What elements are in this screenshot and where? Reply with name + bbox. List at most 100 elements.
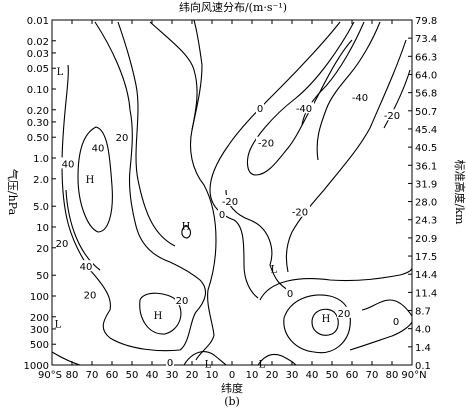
y-tick-label-right: 24.3 xyxy=(415,216,437,227)
contour-label: 0 xyxy=(219,210,225,221)
x-tick-label: 90°S xyxy=(38,370,62,381)
contour-lines xyxy=(51,19,413,366)
y-tick-label-left: 0.02 xyxy=(27,37,49,48)
contour-label-bg xyxy=(290,205,310,217)
x-tick-label: 0 xyxy=(229,370,235,381)
contour-label: 0 xyxy=(167,358,173,369)
contour-label-bg xyxy=(166,355,174,367)
contour-label: 20 xyxy=(116,133,129,144)
contour-label-bg xyxy=(218,208,226,220)
contour-label-bg xyxy=(115,131,129,143)
x-tick-label: 70 xyxy=(86,370,99,381)
y-tick-label-left: 100 xyxy=(30,292,49,303)
y-tick-label-right: 4.0 xyxy=(415,325,431,336)
contour-label: -40 xyxy=(352,93,368,104)
y-tick-label-left: 500 xyxy=(30,340,49,351)
contour-line-sh-zero xyxy=(149,21,217,361)
contour-line-sh-upper-20 xyxy=(117,21,176,247)
contour-label-bg xyxy=(91,141,105,153)
x-tick-label: 10 xyxy=(246,370,259,381)
contour-label-bg xyxy=(294,102,314,114)
y-tick-label-right: 36.1 xyxy=(415,161,437,172)
contour-label: -20 xyxy=(222,197,238,208)
contour-line-nh-lower-20 xyxy=(361,299,413,317)
y-tick-label-left: 50 xyxy=(36,271,49,282)
contour-line-upper-zero xyxy=(191,19,203,131)
y-tick-label-right: 17.5 xyxy=(415,252,437,263)
extrema-markers: H H H H L L L L L xyxy=(55,67,331,370)
contour-label: 40 xyxy=(92,143,105,154)
x-tick-label: 60 xyxy=(346,370,359,381)
x-tick-label: 20 xyxy=(186,370,199,381)
y-tick-label-left: 20 xyxy=(36,244,49,255)
contour-label-bg xyxy=(337,306,351,318)
x-tick-label: 40 xyxy=(306,370,319,381)
y-tick-label-left: 0.20 xyxy=(27,106,49,117)
x-tick-label: 80 xyxy=(386,370,399,381)
contour-label: 0 xyxy=(287,289,293,300)
contour-label: 20 xyxy=(84,290,97,301)
y-tick-label-left: 0.03 xyxy=(27,49,49,60)
y-tick-label-right: 8.7 xyxy=(415,307,431,318)
y-axis-label-left: 气压/hPa xyxy=(6,169,20,216)
contour-label: 20 xyxy=(338,309,351,320)
y-tick-label-left: 0.05 xyxy=(27,64,49,75)
y-tick-label-left: 200 xyxy=(30,313,49,324)
contour-label-bg xyxy=(382,109,402,121)
chart-title: 纬向风速分布/(m·s⁻¹) xyxy=(179,0,287,14)
contour-label-bg xyxy=(286,286,294,298)
contour-label-bg xyxy=(256,102,264,114)
contour-label: -20 xyxy=(384,111,400,122)
contour-label: 0 xyxy=(257,104,263,115)
contour-label-bg xyxy=(83,288,97,300)
contour-line-nh-minus20-inner xyxy=(246,21,355,176)
x-axis-label: 纬度 xyxy=(221,381,243,395)
contour-line-nh-minus40-b xyxy=(316,21,381,161)
y-tick-label-left: 1.0 xyxy=(33,154,49,165)
contour-label-bg xyxy=(55,236,69,248)
x-tick-label: 20 xyxy=(266,370,279,381)
contour-label-bg xyxy=(256,136,276,148)
contour-label-bg xyxy=(350,90,370,102)
contour-label: -20 xyxy=(292,208,308,219)
x-tick-label: 90°N xyxy=(401,370,426,381)
low-marker: L xyxy=(57,67,64,78)
high-marker: H xyxy=(322,314,331,325)
plot-frame xyxy=(51,19,413,366)
y-tick-label-left: 0.50 xyxy=(27,133,49,144)
contour-line-nh-zero xyxy=(209,21,341,299)
high-marker: H xyxy=(182,221,191,232)
y-tick-label-right: 20.9 xyxy=(415,234,437,245)
low-marker: L xyxy=(55,319,62,330)
contour-line-surface-sh xyxy=(51,351,81,366)
contour-line-surface-eq xyxy=(183,351,227,366)
contour-label: -40 xyxy=(296,104,312,115)
x-tick-label: 50 xyxy=(326,370,339,381)
y-tick-label-right: 73.4 xyxy=(415,34,437,45)
x-tick-label: 50 xyxy=(126,370,139,381)
y-tick-label-left: 1000 xyxy=(24,361,49,372)
y-tick-label-right: 40.5 xyxy=(415,143,437,154)
contour-label: -20 xyxy=(258,139,274,150)
y-tick-label-left: 300 xyxy=(30,325,49,336)
contour-line-nh-tropo-20 xyxy=(283,294,351,354)
y-tick-label-left: 10 xyxy=(36,223,49,234)
y-tick-label-right: 79.8 xyxy=(415,16,437,27)
contour-label-bg xyxy=(220,195,240,207)
y-tick-label-right: 31.9 xyxy=(415,179,437,190)
y-tick-label-right: 64.0 xyxy=(415,70,437,81)
y-tick-label-right: 50.7 xyxy=(415,107,437,118)
y-tick-label-left: 5.0 xyxy=(33,202,49,213)
x-tick-label: 40 xyxy=(146,370,159,381)
x-tick-label: 80 xyxy=(66,370,79,381)
x-axis-ticks: 90°S 80 70 60 50 40 30 20 10 0 10 20 30 40 50 60 70 80 90°… xyxy=(38,20,427,381)
left-axis-ticks: 0.01 0.020.03 0.05 0.10 0.200.30 0.50 1.0 2.0 5.… xyxy=(24,16,56,372)
y-tick-label-right: 28.0 xyxy=(415,198,437,209)
y-tick-label-right: 1.4 xyxy=(415,343,431,354)
x-tick-label: 30 xyxy=(166,370,179,381)
contour-labels: 40 40 20 20 40 20 20 0 0 0 -20 -20 -20 -40 -40 -20 0 20 0 xyxy=(55,90,402,369)
contour-line-nh-minus20-right xyxy=(383,69,411,129)
contour-label-bg xyxy=(392,314,400,326)
y-tick-label-right: 56.8 xyxy=(415,89,437,100)
